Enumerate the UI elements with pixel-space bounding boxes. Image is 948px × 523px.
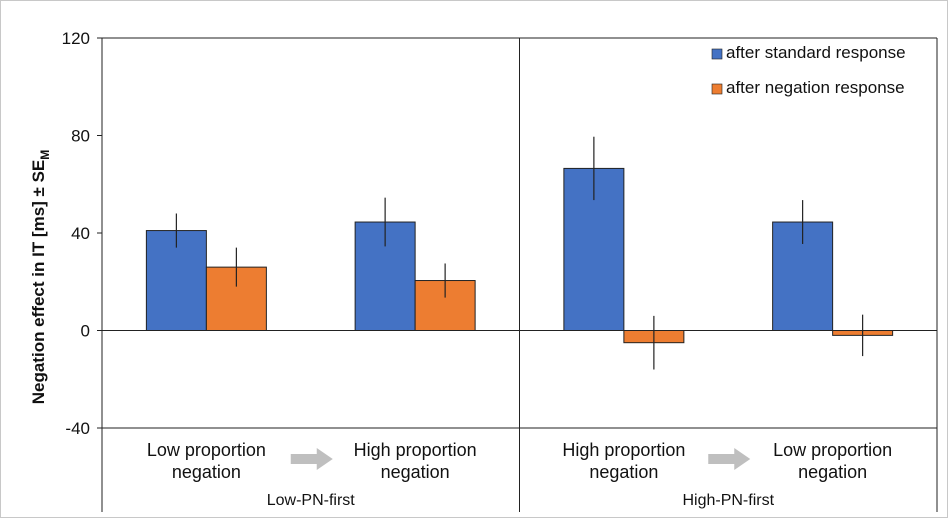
category-label-line1: High proportion bbox=[354, 440, 477, 460]
y-tick-label: -40 bbox=[65, 419, 90, 438]
group-label: Low-PN-first bbox=[267, 492, 356, 509]
transition-arrow-icon bbox=[290, 448, 333, 470]
y-axis-title: Negation effect in IT [ms] ± SEM bbox=[29, 150, 52, 405]
group-label: High-PN-first bbox=[682, 492, 774, 509]
y-tick-label: 0 bbox=[81, 322, 90, 341]
category-label-line1: Low proportion bbox=[773, 440, 892, 460]
y-tick-label: 120 bbox=[62, 29, 90, 48]
category-label-line2: negation bbox=[381, 462, 450, 482]
legend-swatch bbox=[711, 83, 723, 95]
y-tick-label: 40 bbox=[71, 224, 90, 243]
legend-label: after negation response bbox=[726, 78, 905, 97]
category-label-line1: High proportion bbox=[562, 440, 685, 460]
category-label-line2: negation bbox=[798, 462, 867, 482]
transition-arrow-icon bbox=[708, 448, 751, 470]
legend-label: after standard response bbox=[726, 43, 906, 62]
legend-swatch bbox=[711, 48, 723, 60]
category-label-line1: Low proportion bbox=[147, 440, 266, 460]
y-tick-label: 80 bbox=[71, 127, 90, 146]
y-axis-title-subscript: M bbox=[38, 150, 52, 160]
category-label-line2: negation bbox=[172, 462, 241, 482]
y-axis-title-main: Negation effect in IT [ms] ± SE bbox=[29, 160, 48, 405]
category-label-line2: negation bbox=[589, 462, 658, 482]
